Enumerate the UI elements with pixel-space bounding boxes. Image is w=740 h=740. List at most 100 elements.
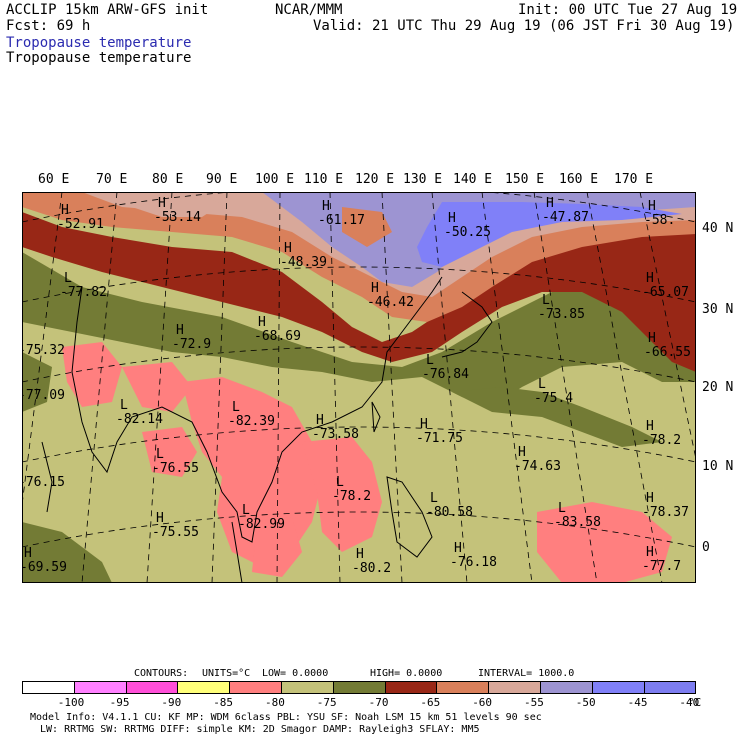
cold-patch — [302, 437, 382, 552]
extremum-value: -76.15 — [22, 475, 65, 490]
lon-label: 70 E — [96, 172, 128, 187]
cold-patch — [537, 502, 672, 583]
lon-label: 120 E — [355, 172, 395, 187]
colorbar-unit: °C — [688, 696, 702, 709]
high-marker: H — [646, 491, 654, 506]
map-frame — [22, 192, 696, 583]
lat-label: 20 N — [702, 380, 734, 395]
high-marker: H — [176, 323, 184, 338]
extremum-value: -83.58 — [554, 515, 601, 530]
colorbar-tick-label: -40 — [679, 696, 700, 709]
high-marker: H — [322, 199, 330, 214]
low-marker: L — [542, 293, 550, 308]
high-marker: H — [24, 546, 32, 561]
lon-label: 100 E — [255, 172, 295, 187]
high-marker: H — [420, 417, 428, 432]
colorbar-swatch — [281, 681, 334, 694]
extremum-value: -61.17 — [318, 213, 365, 228]
colorbar-swatch — [591, 681, 645, 694]
lat-label: 30 N — [702, 302, 734, 317]
low-marker: L — [120, 398, 128, 413]
valid-time: Valid: 21 UTC Thu 29 Aug 19 (06 JST Fri … — [313, 18, 735, 34]
colorbar-tick-label: -55 — [524, 696, 544, 709]
high-marker: H — [316, 413, 324, 428]
cold-patch — [62, 342, 122, 407]
init-time: Init: 00 UTC Tue 27 Aug 19 — [518, 2, 738, 18]
extremum-value: -77.09 — [22, 388, 65, 403]
cold-patch — [122, 362, 192, 412]
extremum-value: -58. — [644, 213, 675, 228]
extremum-value: -65.07 — [642, 285, 689, 300]
coastline — [231, 521, 243, 583]
high-marker: H — [648, 199, 656, 214]
high-marker: H — [156, 511, 164, 526]
low-marker: L — [426, 353, 434, 368]
high-marker: H — [646, 271, 654, 286]
contours-high: HIGH= 0.0000 — [370, 668, 443, 679]
low-marker: L — [232, 400, 240, 415]
high-marker: H — [448, 211, 456, 226]
extremum-value: -47.87 — [542, 210, 589, 225]
lon-label: 160 E — [559, 172, 599, 187]
model-title: ACCLIP 15km ARW-GFS init — [6, 2, 209, 18]
colorbar-swatch — [125, 681, 179, 694]
low-marker: L — [430, 491, 438, 506]
low-marker: L — [538, 377, 546, 392]
coastline — [71, 276, 443, 543]
lon-label: 130 E — [403, 172, 443, 187]
lat-label: 40 N — [702, 221, 734, 236]
high-marker: H — [158, 196, 166, 211]
extremum-value: -75.4 — [534, 391, 573, 406]
high-marker: H — [646, 545, 654, 560]
colorbar-swatch — [540, 681, 593, 694]
colorbar-swatch — [384, 681, 438, 694]
extremum-value: -73.85 — [538, 307, 585, 322]
extremum-value: -76.55 — [152, 461, 199, 476]
colorbar-tick-label: -45 — [627, 696, 648, 709]
colorbar-swatch — [22, 681, 75, 694]
extremum-value: -74.63 — [514, 459, 561, 474]
field-band-75-70 — [22, 352, 52, 412]
colorbar-swatch — [488, 681, 541, 694]
colorbar-swatch — [643, 681, 697, 694]
grid-line — [639, 192, 696, 461]
physics-info: LW: RRTMG SW: RRTMG DIFF: simple KM: 2D … — [40, 724, 480, 735]
colorbar-tick-label: -70 — [368, 696, 389, 709]
high-marker: H — [648, 331, 656, 346]
high-marker: H — [518, 445, 526, 460]
low-marker: L — [558, 501, 566, 516]
coastline — [441, 291, 493, 358]
lon-label: 150 E — [505, 172, 545, 187]
model-info: Model Info: V4.1.1 CU: KF MP: WDM 6class… — [30, 712, 542, 723]
colorbar-swatch — [229, 681, 282, 694]
extremum-value: -82.39 — [228, 414, 275, 429]
extremum-value: -76.18 — [450, 555, 497, 570]
tropopause-temperature-map: H-52.91H-53.14H-61.17 H-50.25H-47.87H-58.… — [22, 192, 696, 583]
extremum-value: -82.99 — [238, 517, 285, 532]
colorbar-tick-label: -100 — [57, 696, 85, 709]
high-marker: H — [258, 315, 266, 330]
extremum-value: -80.58 — [426, 505, 473, 520]
extremum-value: -52.91 — [57, 217, 104, 232]
extremum-value: -76.84 — [422, 367, 469, 382]
extremum-value: -68.69 — [254, 329, 301, 344]
extremum-value: -53.14 — [154, 210, 201, 225]
high-marker: H — [61, 203, 69, 218]
extremum-value: -82.14 — [116, 412, 163, 427]
field-title-blue: Tropopause temperature — [6, 35, 192, 51]
extremum-value: -77.7 — [642, 559, 681, 574]
colorbar-tick-label: -65 — [420, 696, 441, 709]
extremum-value: -78.37 — [642, 505, 689, 520]
colorbar-tick-label: -60 — [472, 696, 493, 709]
lon-label: 170 E — [614, 172, 654, 187]
extremum-value: -66.55 — [644, 345, 691, 360]
colorbar-swatch — [332, 681, 386, 694]
extremum-value: -48.39 — [280, 255, 327, 270]
extremum-value: -69.59 — [22, 560, 67, 575]
contours-interval: INTERVAL= 1000.0 — [478, 668, 575, 679]
colorbar-tick-label: -50 — [575, 696, 596, 709]
field-band-75-70 — [22, 252, 696, 407]
lon-label: 140 E — [453, 172, 493, 187]
extremum-value: -72.9 — [172, 337, 211, 352]
high-marker: H — [646, 419, 654, 434]
